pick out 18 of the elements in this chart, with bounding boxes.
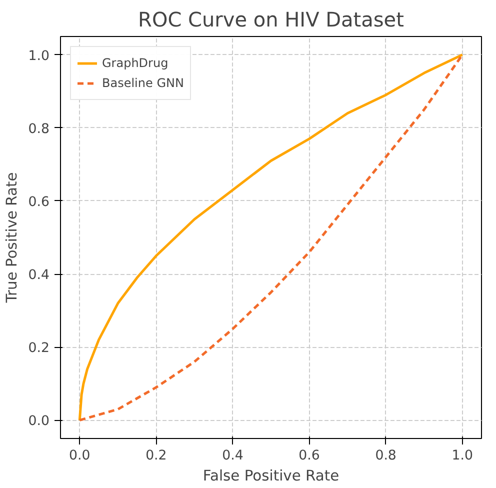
x-tick-label: 0.2 xyxy=(146,448,167,464)
y-axis-title: True Positive Rate xyxy=(3,172,20,304)
y-tick-label: 0.4 xyxy=(28,268,50,284)
legend-label: Baseline GNN xyxy=(102,76,184,90)
y-tick-label: 0.6 xyxy=(28,194,50,210)
x-tick-label: 0.6 xyxy=(298,448,320,464)
x-tick-label: 1.0 xyxy=(452,448,473,464)
x-axis-title: False Positive Rate xyxy=(202,468,340,484)
line-series xyxy=(78,54,464,422)
y-tick-label: 0.2 xyxy=(28,341,50,356)
legend-label: GraphDrug xyxy=(102,56,168,70)
x-tick-label: 0.8 xyxy=(375,448,396,464)
y-tick-label: 0.8 xyxy=(28,122,50,137)
x-tick-label: 0.4 xyxy=(222,448,244,464)
y-tick-label: 1.0 xyxy=(28,48,50,64)
x-tick-label: 0.0 xyxy=(69,448,90,464)
y-tick-label: 0.0 xyxy=(28,414,50,430)
chart-title: ROC Curve on HIV Dataset xyxy=(138,8,404,32)
